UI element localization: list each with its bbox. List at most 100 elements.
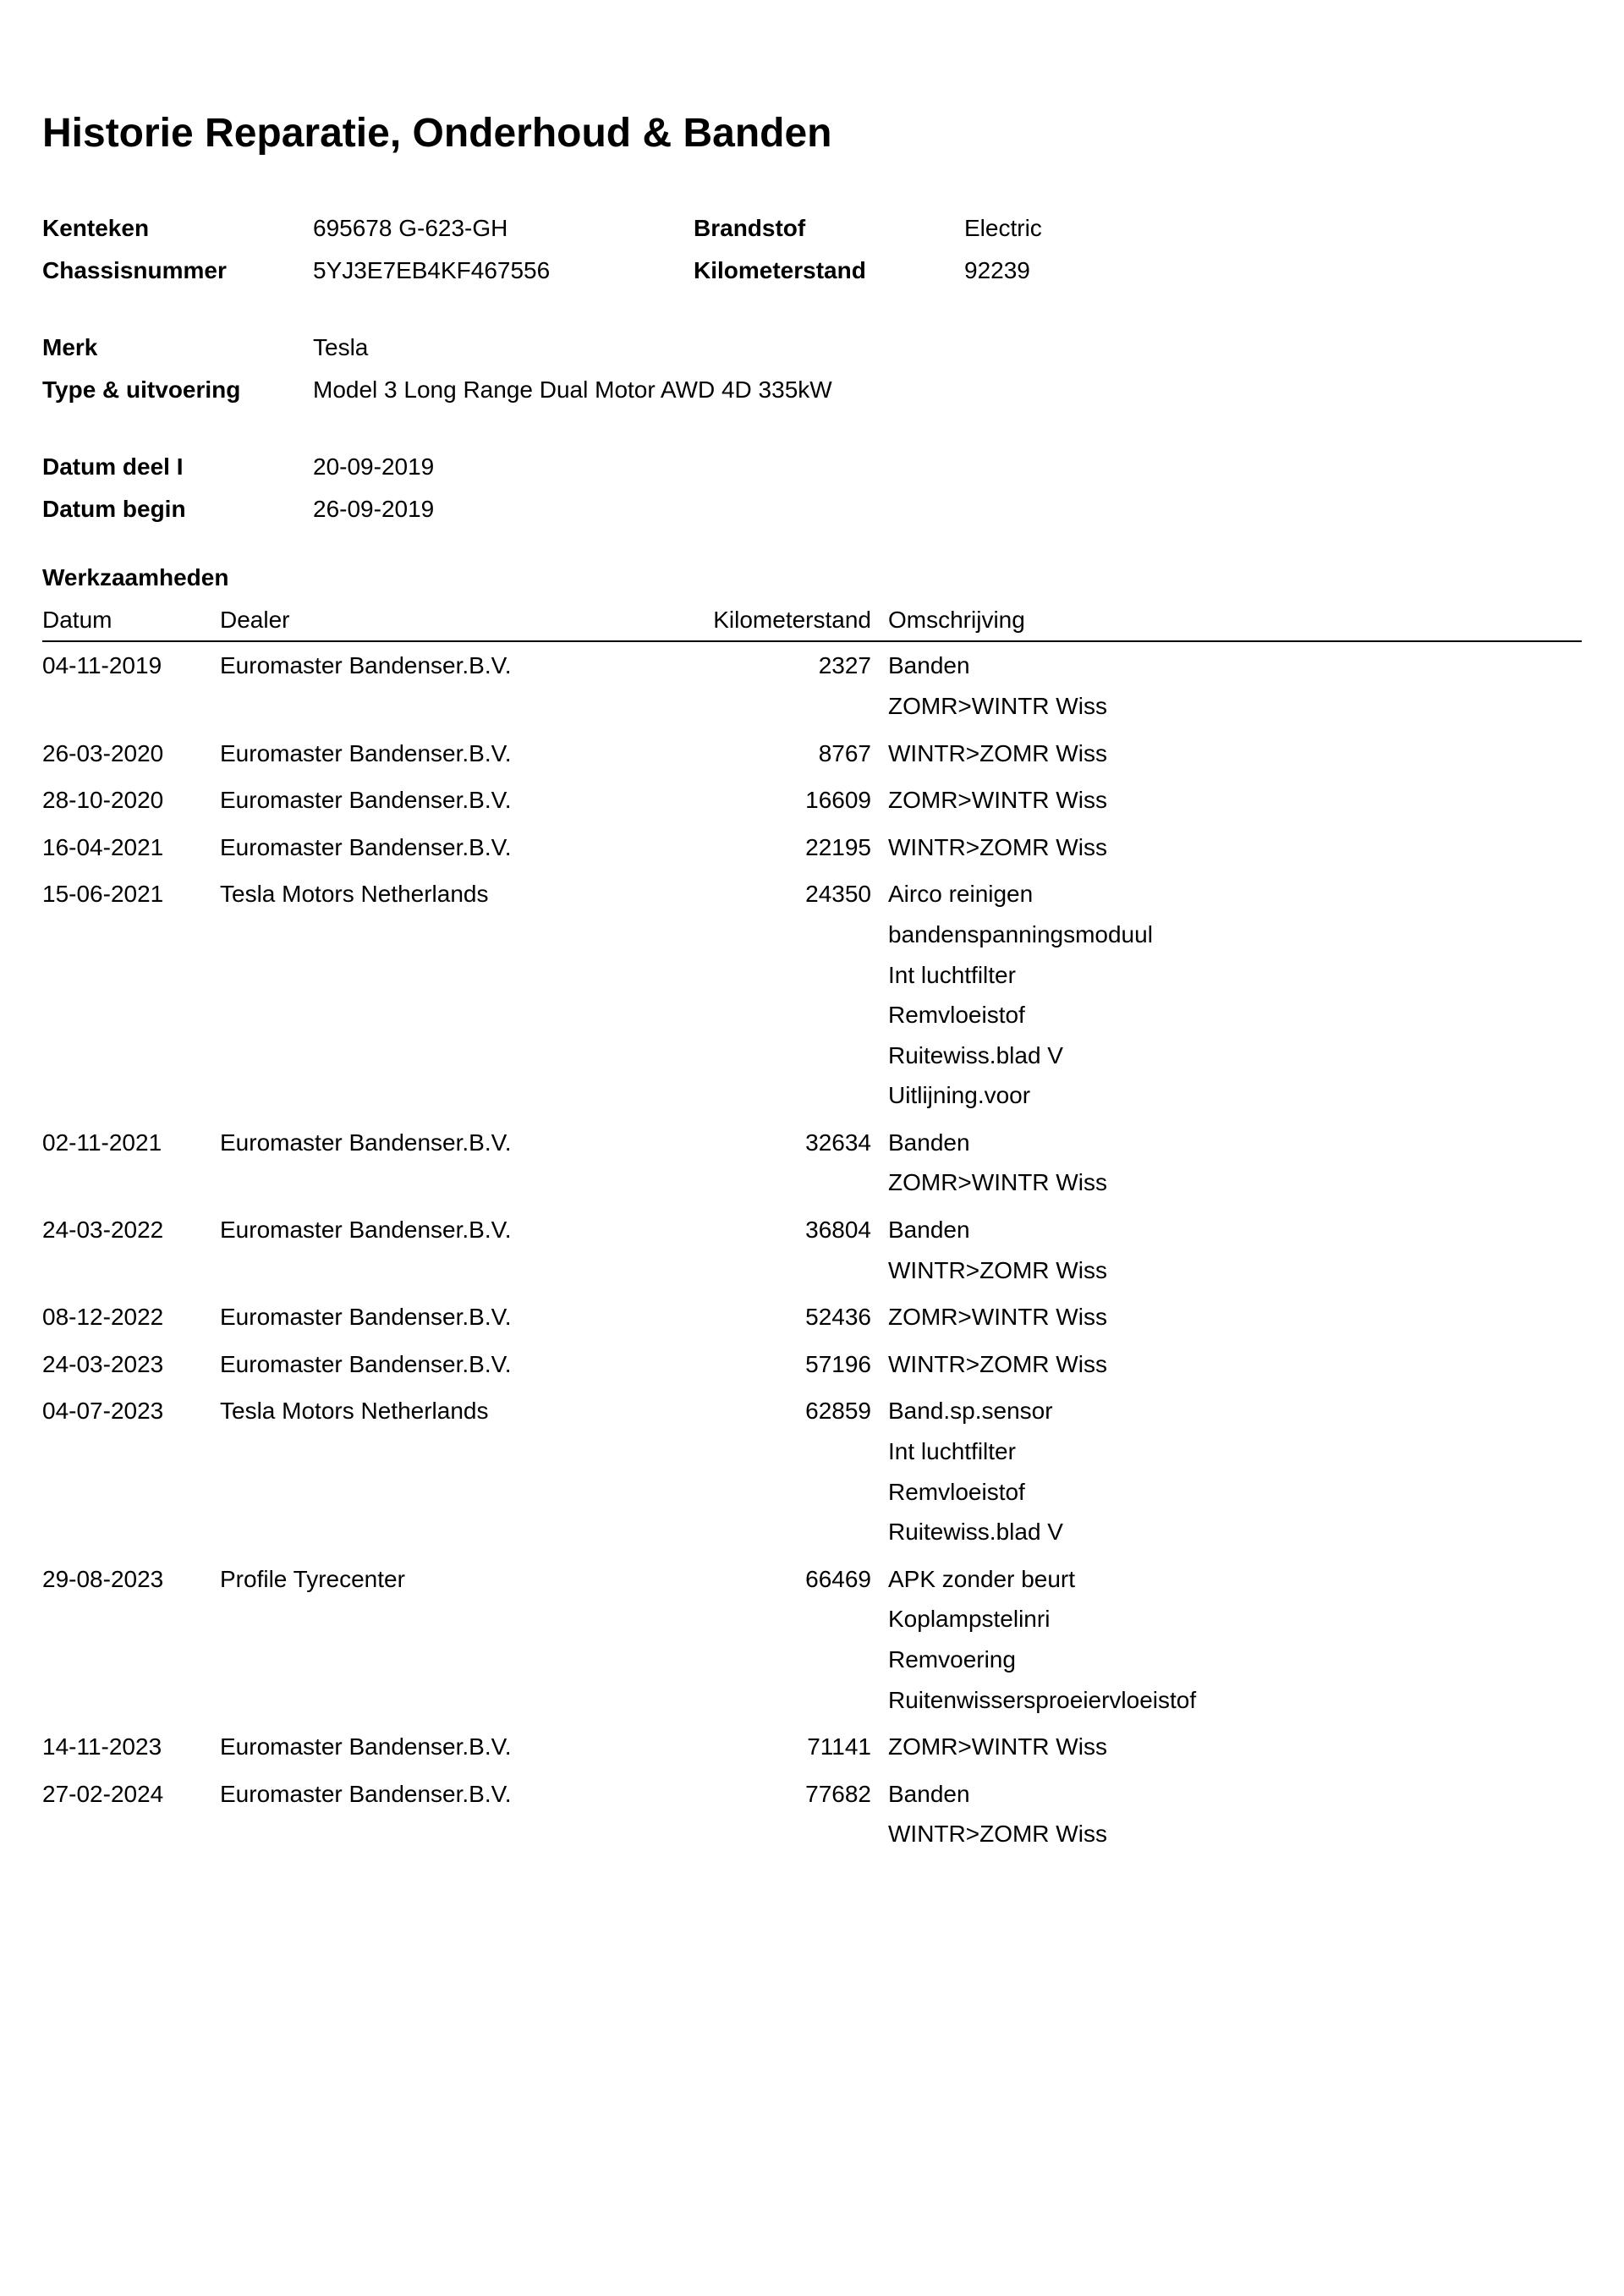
table-row: 08-12-2022Euromaster Bandenser.B.V.52436… <box>42 1294 1582 1341</box>
work-desc: ZOMR>WINTR Wiss <box>888 1294 1582 1341</box>
work-date: 14-11-2023 <box>42 1723 220 1771</box>
section-title: Werkzaamheden <box>42 564 1582 591</box>
work-desc-line: bandenspanningsmoduul <box>888 915 1573 955</box>
work-desc-line: Remvloeistof <box>888 1472 1573 1513</box>
work-km: 2327 <box>668 641 888 729</box>
datum-begin-label: Datum begin <box>42 488 313 530</box>
col-header-dealer: Dealer <box>220 600 668 641</box>
work-date: 26-03-2020 <box>42 730 220 777</box>
work-desc-line: Airco reinigen <box>888 874 1573 915</box>
table-row: 16-04-2021Euromaster Bandenser.B.V.22195… <box>42 824 1582 871</box>
work-desc-line: WINTR>ZOMR Wiss <box>888 827 1573 868</box>
table-row: 04-11-2019Euromaster Bandenser.B.V.2327B… <box>42 641 1582 729</box>
work-desc-line: Banden <box>888 1774 1573 1815</box>
work-km: 71141 <box>668 1723 888 1771</box>
kenteken-label: Kenteken <box>42 207 313 250</box>
work-desc-line: Band.sp.sensor <box>888 1391 1573 1431</box>
work-desc: Band.sp.sensorInt luchtfilterRemvloeisto… <box>888 1387 1582 1555</box>
work-dealer: Euromaster Bandenser.B.V. <box>220 641 668 729</box>
work-dealer: Tesla Motors Netherlands <box>220 1387 668 1555</box>
work-desc: WINTR>ZOMR Wiss <box>888 730 1582 777</box>
datum-deel1-value: 20-09-2019 <box>313 446 434 488</box>
table-row: 29-08-2023Profile Tyrecenter66469APK zon… <box>42 1556 1582 1723</box>
table-row: 24-03-2023Euromaster Bandenser.B.V.57196… <box>42 1341 1582 1388</box>
work-desc: ZOMR>WINTR Wiss <box>888 777 1582 824</box>
work-desc-line: Banden <box>888 1123 1573 1163</box>
work-desc: WINTR>ZOMR Wiss <box>888 824 1582 871</box>
work-desc-line: WINTR>ZOMR Wiss <box>888 733 1573 774</box>
work-desc-line: Koplampstelinri <box>888 1599 1573 1640</box>
work-desc-line: WINTR>ZOMR Wiss <box>888 1250 1573 1291</box>
work-desc-line: Banden <box>888 645 1573 686</box>
work-dealer: Euromaster Bandenser.B.V. <box>220 1723 668 1771</box>
work-desc-line: APK zonder beurt <box>888 1559 1573 1600</box>
merk-label: Merk <box>42 327 313 369</box>
work-desc-line: ZOMR>WINTR Wiss <box>888 686 1573 727</box>
km-label: Kilometerstand <box>694 250 964 292</box>
col-header-date: Datum <box>42 600 220 641</box>
work-date: 29-08-2023 <box>42 1556 220 1723</box>
work-desc-line: Int luchtfilter <box>888 1431 1573 1472</box>
work-km: 8767 <box>668 730 888 777</box>
col-header-desc: Omschrijving <box>888 600 1582 641</box>
km-value: 92239 <box>964 250 1030 292</box>
work-km: 57196 <box>668 1341 888 1388</box>
work-desc-line: Remvoering <box>888 1640 1573 1680</box>
table-row: 04-07-2023Tesla Motors Netherlands62859B… <box>42 1387 1582 1555</box>
vehicle-dates-block: Datum deel I 20-09-2019 Datum begin 26-0… <box>42 446 1582 531</box>
work-dealer: Euromaster Bandenser.B.V. <box>220 1341 668 1388</box>
work-table: Datum Dealer Kilometerstand Omschrijving… <box>42 600 1582 1858</box>
work-dealer: Tesla Motors Netherlands <box>220 871 668 1119</box>
work-km: 24350 <box>668 871 888 1119</box>
work-km: 66469 <box>668 1556 888 1723</box>
work-desc: WINTR>ZOMR Wiss <box>888 1341 1582 1388</box>
type-value: Model 3 Long Range Dual Motor AWD 4D 335… <box>313 369 832 411</box>
vehicle-ids-block: Kenteken 695678 G-623-GH Brandstof Elect… <box>42 207 1582 293</box>
work-date: 24-03-2023 <box>42 1341 220 1388</box>
work-desc-line: ZOMR>WINTR Wiss <box>888 1727 1573 1767</box>
work-desc: BandenZOMR>WINTR Wiss <box>888 641 1582 729</box>
work-desc-line: Ruitewiss.blad V <box>888 1035 1573 1076</box>
table-row: 15-06-2021Tesla Motors Netherlands24350A… <box>42 871 1582 1119</box>
table-row: 27-02-2024Euromaster Bandenser.B.V.77682… <box>42 1771 1582 1858</box>
table-row: 24-03-2022Euromaster Bandenser.B.V.36804… <box>42 1206 1582 1294</box>
work-dealer: Euromaster Bandenser.B.V. <box>220 730 668 777</box>
work-desc-line: Ruitenwissersproeiervloeistof <box>888 1680 1573 1721</box>
work-desc: ZOMR>WINTR Wiss <box>888 1723 1582 1771</box>
work-date: 15-06-2021 <box>42 871 220 1119</box>
table-row: 26-03-2020Euromaster Bandenser.B.V.8767W… <box>42 730 1582 777</box>
table-row: 02-11-2021Euromaster Bandenser.B.V.32634… <box>42 1119 1582 1206</box>
work-dealer: Euromaster Bandenser.B.V. <box>220 777 668 824</box>
work-dealer: Euromaster Bandenser.B.V. <box>220 1294 668 1341</box>
table-row: 28-10-2020Euromaster Bandenser.B.V.16609… <box>42 777 1582 824</box>
brandstof-value: Electric <box>964 207 1042 250</box>
col-header-km: Kilometerstand <box>668 600 888 641</box>
work-desc: Airco reinigenbandenspanningsmoduulInt l… <box>888 871 1582 1119</box>
work-km: 52436 <box>668 1294 888 1341</box>
brandstof-label: Brandstof <box>694 207 964 250</box>
work-dealer: Euromaster Bandenser.B.V. <box>220 824 668 871</box>
work-date: 24-03-2022 <box>42 1206 220 1294</box>
work-km: 22195 <box>668 824 888 871</box>
work-date: 28-10-2020 <box>42 777 220 824</box>
work-desc: APK zonder beurtKoplampstelinriRemvoerin… <box>888 1556 1582 1723</box>
work-desc-line: ZOMR>WINTR Wiss <box>888 1162 1573 1203</box>
work-date: 02-11-2021 <box>42 1119 220 1206</box>
datum-deel1-label: Datum deel I <box>42 446 313 488</box>
type-label: Type & uitvoering <box>42 369 313 411</box>
work-dealer: Euromaster Bandenser.B.V. <box>220 1119 668 1206</box>
work-km: 36804 <box>668 1206 888 1294</box>
work-desc-line: Banden <box>888 1210 1573 1250</box>
kenteken-value: 695678 G-623-GH <box>313 207 508 250</box>
work-desc-line: Remvloeistof <box>888 995 1573 1035</box>
work-date: 04-11-2019 <box>42 641 220 729</box>
chassis-label: Chassisnummer <box>42 250 313 292</box>
work-desc-line: Uitlijning.voor <box>888 1075 1573 1116</box>
work-date: 04-07-2023 <box>42 1387 220 1555</box>
vehicle-model-block: Merk Tesla Type & uitvoering Model 3 Lon… <box>42 327 1582 412</box>
work-desc: BandenZOMR>WINTR Wiss <box>888 1119 1582 1206</box>
work-desc: BandenWINTR>ZOMR Wiss <box>888 1206 1582 1294</box>
work-desc-line: WINTR>ZOMR Wiss <box>888 1814 1573 1854</box>
work-date: 27-02-2024 <box>42 1771 220 1858</box>
work-desc-line: ZOMR>WINTR Wiss <box>888 780 1573 821</box>
